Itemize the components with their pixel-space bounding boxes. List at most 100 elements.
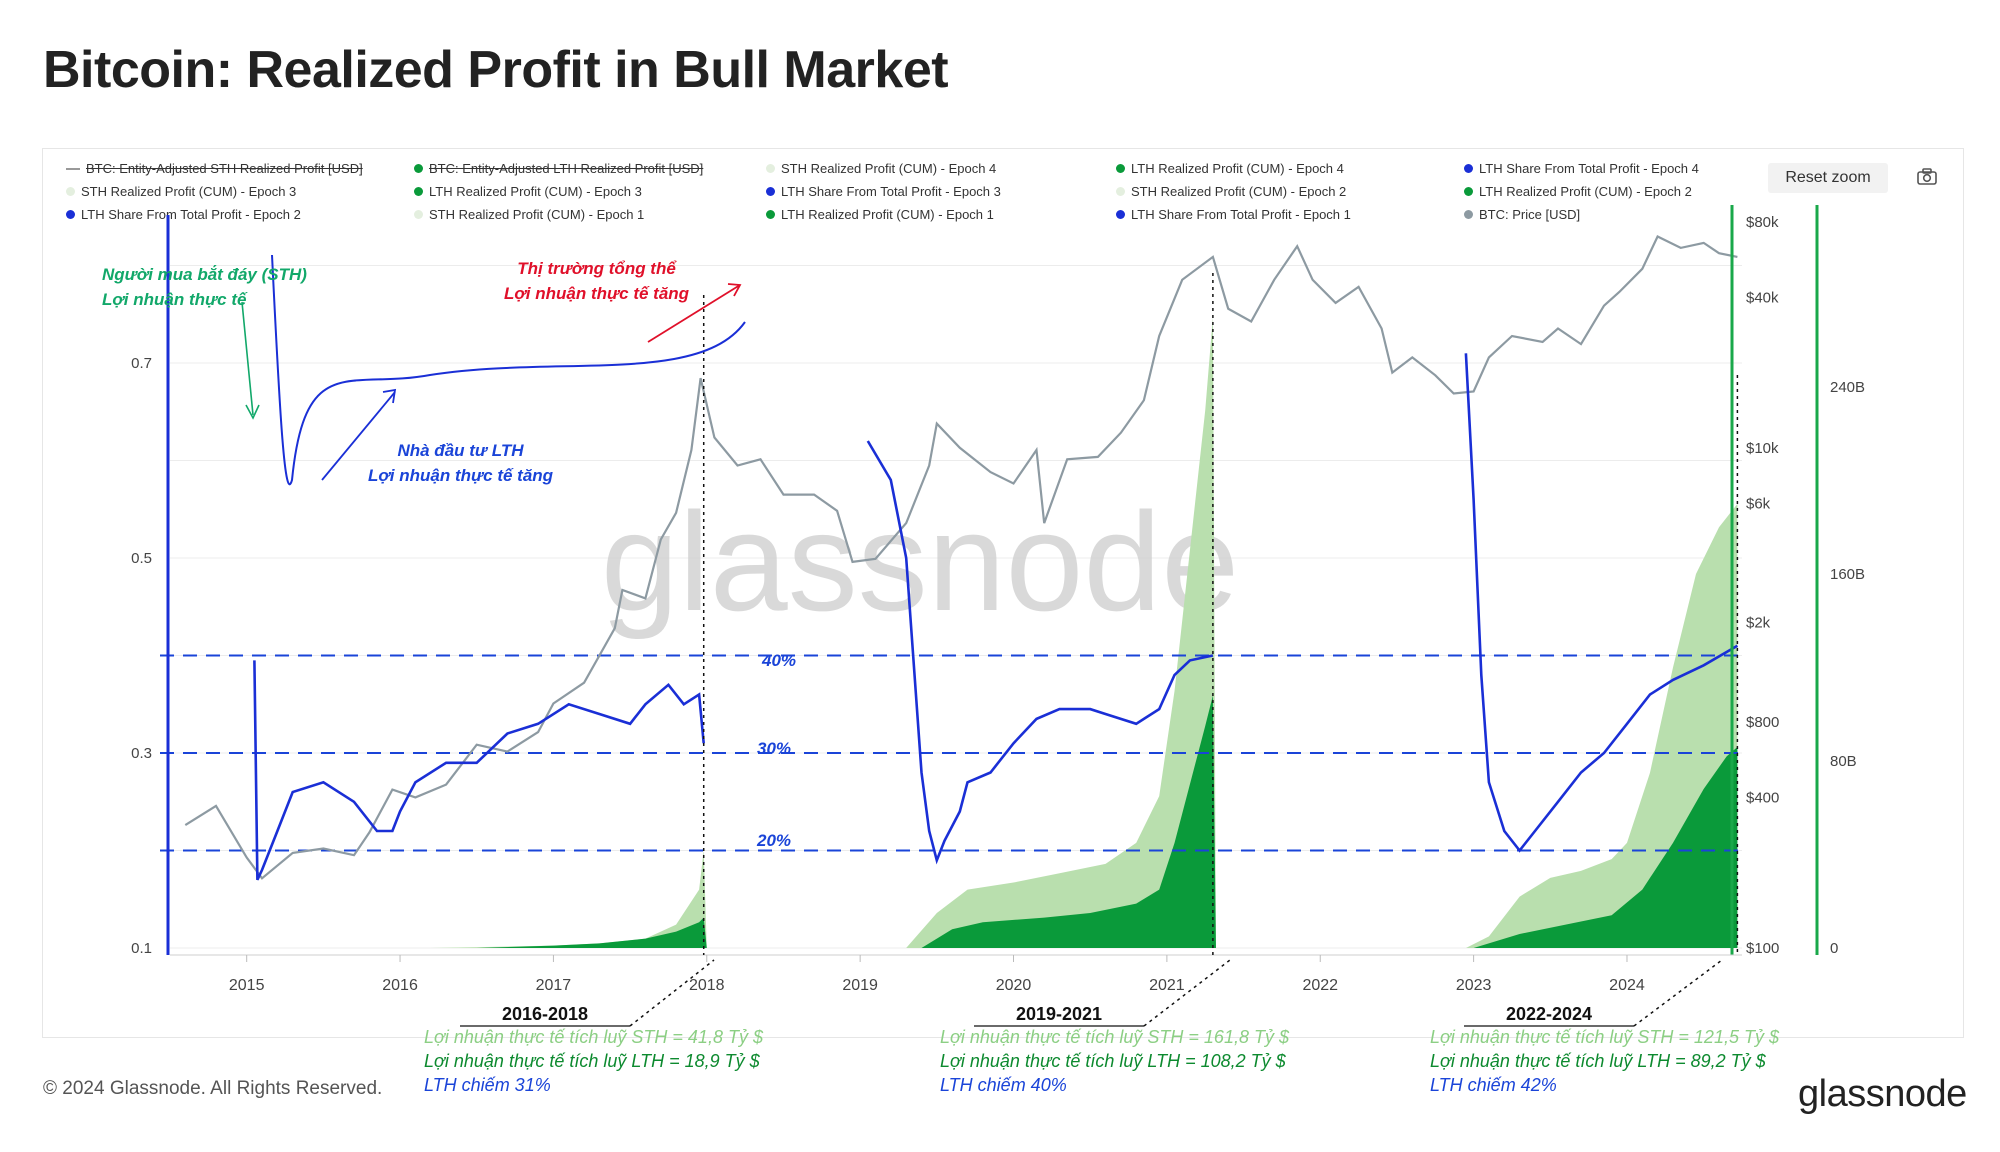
lth-arrow-head xyxy=(382,388,397,404)
legend-item[interactable]: LTH Realized Profit (CUM) - Epoch 4 xyxy=(1116,161,1344,176)
legend-dot-icon xyxy=(1116,210,1125,219)
lth-share-line xyxy=(253,353,1739,881)
legend-item[interactable]: STH Realized Profit (CUM) - Epoch 1 xyxy=(414,207,644,222)
period-label-1: 2016-2018 xyxy=(501,1004,589,1024)
market-arrow-head xyxy=(727,283,742,297)
legend-label: STH Realized Profit (CUM) - Epoch 4 xyxy=(781,161,997,176)
price-tick-label: $40k xyxy=(1746,289,1779,306)
pct-20-label: 20% xyxy=(757,831,792,850)
legend-dot-icon xyxy=(766,210,775,219)
legend-label: STH Realized Profit (CUM) - Epoch 2 xyxy=(1131,184,1347,199)
legend-dot-icon xyxy=(1116,164,1125,173)
pct-30-label: 30% xyxy=(757,739,792,758)
legend-label: STH Realized Profit (CUM) - Epoch 3 xyxy=(81,184,297,199)
lth-line2: Lợi nhuận thực tế tăng xyxy=(368,466,554,485)
lth-line1: Nhà đầu tư LTH xyxy=(397,441,524,460)
x-tick-label: 2023 xyxy=(1456,977,1492,994)
legend-label: LTH Share From Total Profit - Epoch 2 xyxy=(81,207,301,222)
period-3-share: LTH chiếm 42% xyxy=(1430,1075,1557,1095)
market-annotation: Thị trường tổng thể Lợi nhuận thực tế tă… xyxy=(504,256,689,306)
left-tick-label: 0.5 xyxy=(131,550,152,567)
price-tick-label: $2k xyxy=(1746,615,1771,632)
legend-label: LTH Share From Total Profit - Epoch 1 xyxy=(1131,207,1351,222)
x-tick-label: 2020 xyxy=(996,977,1032,994)
legend-item[interactable]: LTH Realized Profit (CUM) - Epoch 2 xyxy=(1464,184,1692,199)
legend-dot-icon xyxy=(766,187,775,196)
sth-cum-area xyxy=(1465,503,1738,948)
x-tick-label: 2022 xyxy=(1302,977,1338,994)
legend-item[interactable]: STH Realized Profit (CUM) - Epoch 2 xyxy=(1116,184,1346,199)
legend-item[interactable]: BTC: Price [USD] xyxy=(1464,207,1580,222)
sth-buyers-line2: Lợi nhuận thực tế xyxy=(102,290,247,309)
period-summary-2: Lợi nhuận thực tế tích luỹ STH = 161,8 T… xyxy=(940,1025,1289,1097)
reset-zoom-button[interactable]: Reset zoom xyxy=(1768,163,1888,193)
sth-arrow xyxy=(241,301,254,416)
legend-label: STH Realized Profit (CUM) - Epoch 1 xyxy=(429,207,645,222)
lth-cum-area xyxy=(476,917,707,948)
legend-item[interactable]: LTH Share From Total Profit - Epoch 1 xyxy=(1116,207,1351,222)
sth-arrow-head xyxy=(245,404,260,420)
legend-label: BTC: Entity-Adjusted STH Realized Profit… xyxy=(86,161,363,176)
period-1-sth: Lợi nhuận thực tế tích luỹ STH = 41,8 Tỷ… xyxy=(424,1027,763,1047)
x-tick-label: 2017 xyxy=(536,977,572,994)
profit-tick-label: 0 xyxy=(1830,940,1838,957)
price-tick-label: $10k xyxy=(1746,440,1779,457)
period-2-lth: Lợi nhuận thực tế tích luỹ LTH = 108,2 T… xyxy=(940,1051,1286,1071)
sth-cum-area xyxy=(430,850,707,948)
legend-label: LTH Share From Total Profit - Epoch 4 xyxy=(1479,161,1699,176)
x-tick-label: 2019 xyxy=(842,977,878,994)
page-title: Bitcoin: Realized Profit in Bull Market xyxy=(43,41,949,99)
legend-dot-icon xyxy=(66,187,75,196)
lth-cum-area xyxy=(1473,746,1738,948)
legend-label: LTH Realized Profit (CUM) - Epoch 3 xyxy=(429,184,642,199)
legend-item[interactable]: STH Realized Profit (CUM) - Epoch 4 xyxy=(766,161,996,176)
period-1-share: LTH chiếm 31% xyxy=(424,1075,551,1095)
market-line1: Thị trường tổng thể xyxy=(517,259,676,278)
period-summary-1: Lợi nhuận thực tế tích luỹ STH = 41,8 Tỷ… xyxy=(424,1025,763,1097)
profit-tick-label: 80B xyxy=(1830,753,1857,770)
left-tick-label: 0.1 xyxy=(131,940,152,957)
period-connector xyxy=(1633,959,1723,1027)
legend-label: LTH Realized Profit (CUM) - Epoch 4 xyxy=(1131,161,1344,176)
legend-item[interactable]: BTC: Entity-Adjusted LTH Realized Profit… xyxy=(414,161,703,176)
legend-dot-icon xyxy=(1116,187,1125,196)
period-3-sth: Lợi nhuận thực tế tích luỹ STH = 121,5 T… xyxy=(1430,1027,1779,1047)
profit-tick-label: 240B xyxy=(1830,379,1865,396)
left-tick-label: 0.7 xyxy=(131,355,152,372)
price-line xyxy=(184,235,1738,880)
copyright-footer: © 2024 Glassnode. All Rights Reserved. xyxy=(43,1078,383,1099)
legend-dash-icon xyxy=(66,167,80,170)
legend-item[interactable]: LTH Share From Total Profit - Epoch 2 xyxy=(66,207,301,222)
legend-label: LTH Realized Profit (CUM) - Epoch 1 xyxy=(781,207,994,222)
pct-40-label: 40% xyxy=(762,651,797,670)
legend-dot-icon xyxy=(66,210,75,219)
x-tick-label: 2024 xyxy=(1609,977,1645,994)
legend-item[interactable]: STH Realized Profit (CUM) - Epoch 3 xyxy=(66,184,296,199)
sth-buyers-annotation: Người mua bắt đáy (STH) Lợi nhuận thực t… xyxy=(102,262,307,312)
legend-label: BTC: Entity-Adjusted LTH Realized Profit… xyxy=(429,161,704,176)
legend-item[interactable]: LTH Share From Total Profit - Epoch 4 xyxy=(1464,161,1699,176)
legend-dot-icon xyxy=(414,187,423,196)
period-summary-3: Lợi nhuận thực tế tích luỹ STH = 121,5 T… xyxy=(1430,1025,1779,1097)
chart-panel xyxy=(42,148,1964,1038)
period-label-2: 2019-2021 xyxy=(1015,1004,1103,1024)
camera-icon[interactable] xyxy=(1916,166,1938,188)
legend-dot-icon xyxy=(766,164,775,173)
legend-item[interactable]: BTC: Entity-Adjusted STH Realized Profit… xyxy=(66,161,363,176)
x-tick-label: 2021 xyxy=(1149,977,1185,994)
period-2-sth: Lợi nhuận thực tế tích luỹ STH = 161,8 T… xyxy=(940,1027,1289,1047)
legend-item[interactable]: LTH Realized Profit (CUM) - Epoch 1 xyxy=(766,207,994,222)
legend-dot-icon xyxy=(1464,210,1473,219)
legend-label: LTH Realized Profit (CUM) - Epoch 2 xyxy=(1479,184,1692,199)
legend-dot-icon xyxy=(414,164,423,173)
legend-item[interactable]: LTH Realized Profit (CUM) - Epoch 3 xyxy=(414,184,642,199)
period-1-lth: Lợi nhuận thực tế tích luỹ LTH = 18,9 Tỷ… xyxy=(424,1051,760,1071)
price-tick-label: $800 xyxy=(1746,714,1779,731)
profit-tick-label: 160B xyxy=(1830,566,1865,583)
legend-dot-icon xyxy=(1464,164,1473,173)
price-tick-label: $80k xyxy=(1746,214,1779,231)
lth-cum-area xyxy=(921,695,1216,948)
legend-item[interactable]: LTH Share From Total Profit - Epoch 3 xyxy=(766,184,1001,199)
period-2-share: LTH chiếm 40% xyxy=(940,1075,1067,1095)
